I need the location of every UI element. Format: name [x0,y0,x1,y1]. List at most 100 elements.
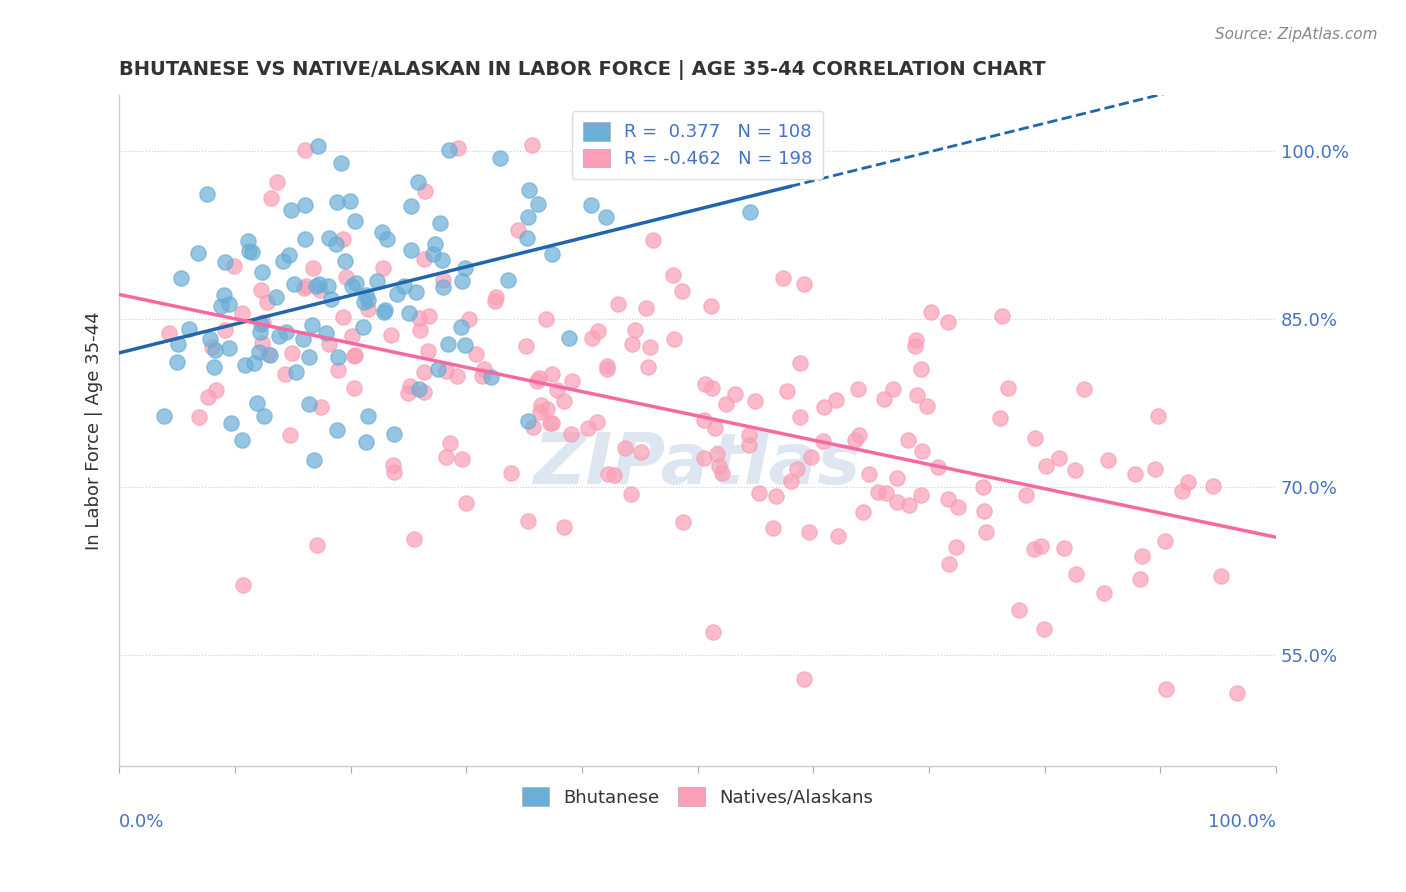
Bhutanese [326,194,349,209]
Natives/Alaskans [399,379,422,393]
Bhutanese [166,355,188,369]
Natives/Alaskans [875,486,897,500]
Natives/Alaskans [157,326,180,340]
Bhutanese [195,186,218,201]
Natives/Alaskans [910,488,932,502]
Natives/Alaskans [797,524,820,539]
Bhutanese [214,288,236,302]
Bhutanese [238,235,260,249]
Natives/Alaskans [915,399,938,413]
Natives/Alaskans [702,625,724,640]
Bhutanese [187,246,209,260]
Bhutanese [399,244,422,258]
Bhutanese [541,247,564,261]
Natives/Alaskans [484,293,506,308]
Natives/Alaskans [416,344,439,359]
Natives/Alaskans [530,398,553,412]
Natives/Alaskans [434,364,457,378]
Natives/Alaskans [561,374,583,388]
Natives/Alaskans [301,260,323,275]
Bhutanese [454,261,477,276]
Bhutanese [235,358,257,372]
Bhutanese [432,280,454,294]
Bhutanese [496,273,519,287]
Bhutanese [406,175,429,189]
Natives/Alaskans [187,409,209,424]
Natives/Alaskans [586,324,609,338]
Natives/Alaskans [738,438,761,452]
Bhutanese [579,198,602,212]
Natives/Alaskans [898,498,921,512]
Natives/Alaskans [380,328,402,343]
Natives/Alaskans [827,529,849,543]
Natives/Alaskans [692,450,714,465]
Natives/Alaskans [515,339,537,353]
Natives/Alaskans [295,279,318,293]
Natives/Alaskans [281,345,304,359]
Bhutanese [170,271,193,285]
Bhutanese [259,348,281,362]
Natives/Alaskans [1022,541,1045,556]
Y-axis label: In Labor Force | Age 35-44: In Labor Force | Age 35-44 [86,311,103,550]
Natives/Alaskans [748,486,770,500]
Bhutanese [198,332,221,346]
Bhutanese [308,277,330,292]
Natives/Alaskans [800,450,823,464]
Natives/Alaskans [409,323,432,337]
Natives/Alaskans [309,400,332,414]
Bhutanese [305,279,328,293]
Natives/Alaskans [536,402,558,417]
Natives/Alaskans [256,347,278,361]
Natives/Alaskans [340,328,363,343]
Natives/Alaskans [553,520,575,534]
Bhutanese [277,248,299,262]
Natives/Alaskans [762,521,785,535]
Natives/Alaskans [1130,549,1153,564]
Bhutanese [352,320,374,334]
Natives/Alaskans [972,480,994,494]
Natives/Alaskans [307,538,329,552]
Bhutanese [405,285,427,299]
Natives/Alaskans [434,450,457,464]
Natives/Alaskans [526,374,548,388]
Natives/Alaskans [396,385,419,400]
Bhutanese [558,331,581,345]
Bhutanese [202,360,225,375]
Natives/Alaskans [672,515,695,529]
Natives/Alaskans [811,434,834,448]
Natives/Alaskans [1226,686,1249,700]
Bhutanese [517,210,540,224]
Natives/Alaskans [882,382,904,396]
Natives/Alaskans [546,383,568,397]
Natives/Alaskans [205,384,228,398]
Natives/Alaskans [1073,382,1095,396]
Natives/Alaskans [744,394,766,409]
Natives/Alaskans [382,465,405,479]
Text: 0.0%: 0.0% [120,814,165,831]
Bhutanese [218,341,240,355]
Natives/Alaskans [779,475,801,489]
Natives/Alaskans [273,368,295,382]
Natives/Alaskans [1144,462,1167,476]
Natives/Alaskans [1097,453,1119,467]
Bhutanese [374,303,396,318]
Natives/Alaskans [897,433,920,447]
Natives/Alaskans [553,394,575,409]
Bhutanese [375,232,398,246]
Natives/Alaskans [1029,539,1052,553]
Bhutanese [429,216,451,230]
Natives/Alaskans [606,297,628,311]
Natives/Alaskans [457,311,479,326]
Natives/Alaskans [1123,467,1146,481]
Bhutanese [298,397,321,411]
Natives/Alaskans [638,339,661,353]
Bhutanese [382,427,405,442]
Bhutanese [454,338,477,352]
Natives/Alaskans [413,385,436,400]
Natives/Alaskans [595,361,617,376]
Legend: Bhutanese, Natives/Alaskans: Bhutanese, Natives/Alaskans [512,777,884,818]
Natives/Alaskans [1177,475,1199,489]
Bhutanese [214,254,236,268]
Bhutanese [357,409,380,423]
Bhutanese [298,351,321,365]
